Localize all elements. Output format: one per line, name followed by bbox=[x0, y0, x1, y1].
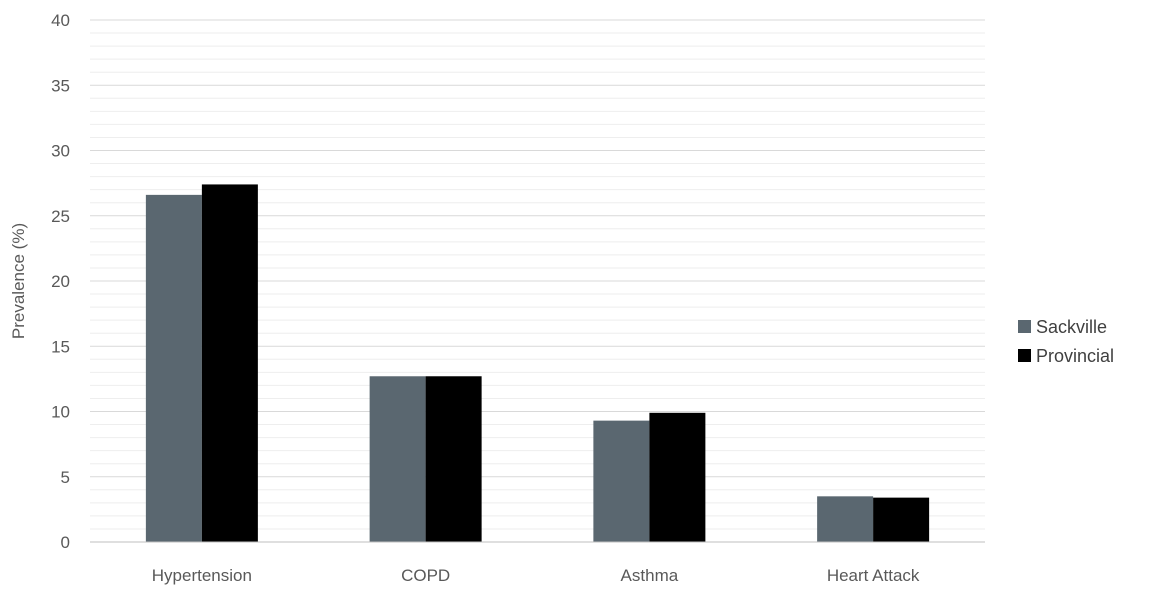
bar-sackville-asthma bbox=[593, 420, 650, 542]
y-tick-label: 15 bbox=[51, 337, 70, 356]
y-tick-label: 5 bbox=[61, 468, 70, 487]
bar-provincial-asthma bbox=[649, 412, 706, 542]
bar-provincial-hypertension bbox=[201, 184, 258, 542]
y-tick-label: 30 bbox=[51, 142, 70, 161]
legend: Sackville Provincial bbox=[1018, 317, 1114, 366]
y-tick-label: 0 bbox=[61, 533, 70, 552]
x-category-label: Heart Attack bbox=[827, 566, 920, 585]
bar-provincial-heart-attack bbox=[873, 497, 930, 542]
legend-swatch-provincial bbox=[1018, 349, 1031, 362]
bar-sackville-copd bbox=[369, 376, 426, 542]
bar-provincial-copd bbox=[425, 376, 482, 542]
y-tick-label: 20 bbox=[51, 272, 70, 291]
y-axis-title: Prevalence (%) bbox=[9, 223, 28, 339]
y-tick-label: 10 bbox=[51, 403, 70, 422]
legend-label-provincial: Provincial bbox=[1036, 346, 1114, 366]
legend-swatch-sackville bbox=[1018, 320, 1031, 333]
x-category-label: Asthma bbox=[621, 566, 679, 585]
x-category-labels: Hypertension COPD Asthma Heart Attack bbox=[152, 566, 920, 585]
bar-sackville-heart-attack bbox=[817, 496, 874, 542]
y-tick-label: 25 bbox=[51, 207, 70, 226]
x-category-label: Hypertension bbox=[152, 566, 252, 585]
legend-label-sackville: Sackville bbox=[1036, 317, 1107, 337]
y-tick-label: 35 bbox=[51, 76, 70, 95]
bars bbox=[145, 184, 930, 542]
y-tick-labels: 0 5 10 15 20 25 30 35 40 bbox=[51, 11, 70, 552]
bar-sackville-hypertension bbox=[145, 194, 202, 542]
y-tick-label: 40 bbox=[51, 11, 70, 30]
x-category-label: COPD bbox=[401, 566, 450, 585]
